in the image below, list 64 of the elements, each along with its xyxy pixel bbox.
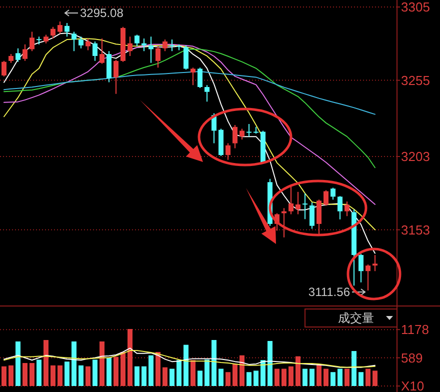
bar [198,370,202,386]
bar [282,368,286,386]
y-tick-label: 1178 [401,322,429,338]
bar [16,341,20,386]
bar [184,344,188,386]
bar [310,368,314,386]
bar [120,352,126,386]
y-tick-label: X10 [401,378,424,392]
bar [22,363,28,386]
bar [170,368,174,386]
bar [100,341,104,386]
bar [232,364,238,386]
bar [372,370,378,386]
bar [352,351,356,386]
bar [324,368,328,386]
y-tick-label: 3153 [401,222,430,238]
y-tick-label: 589 [401,350,423,366]
bar [218,368,224,386]
bar [190,360,196,386]
bar [2,366,6,386]
bar [64,362,70,386]
bar [254,370,258,386]
bar [338,368,342,386]
bar [50,365,56,386]
bar [128,328,132,386]
bar [358,372,364,386]
bar [134,366,140,386]
bar [246,372,252,386]
y-tick-label: 3305 [401,0,430,14]
bar [204,360,210,386]
annotation: 3295.08 [80,6,124,20]
bar [212,340,216,386]
bar [162,367,168,386]
y-tick-label: 3203 [401,149,430,164]
bar [92,360,98,386]
bar [114,356,118,386]
bar [366,368,370,386]
bar [226,372,230,386]
bar [86,366,90,386]
bar [72,341,76,386]
bar [36,360,42,386]
bar [260,360,266,386]
bar [302,368,308,386]
bar [58,365,62,386]
bar [296,356,300,386]
bar [106,358,112,386]
bar [288,366,294,386]
bar [274,368,280,386]
bar [142,366,146,386]
bar [268,340,272,386]
bar [176,360,182,386]
bar [8,365,14,386]
bar [344,368,350,386]
bar [330,372,336,386]
bar [78,365,84,386]
bar [148,355,154,386]
bar [30,363,34,386]
bar [316,364,322,386]
chart-title: 成交量 [338,311,374,325]
annotation: 3111.56 [308,285,350,299]
bar [44,340,48,386]
y-tick-label: 3255 [401,72,430,88]
bar [156,352,160,386]
bar [240,355,244,386]
